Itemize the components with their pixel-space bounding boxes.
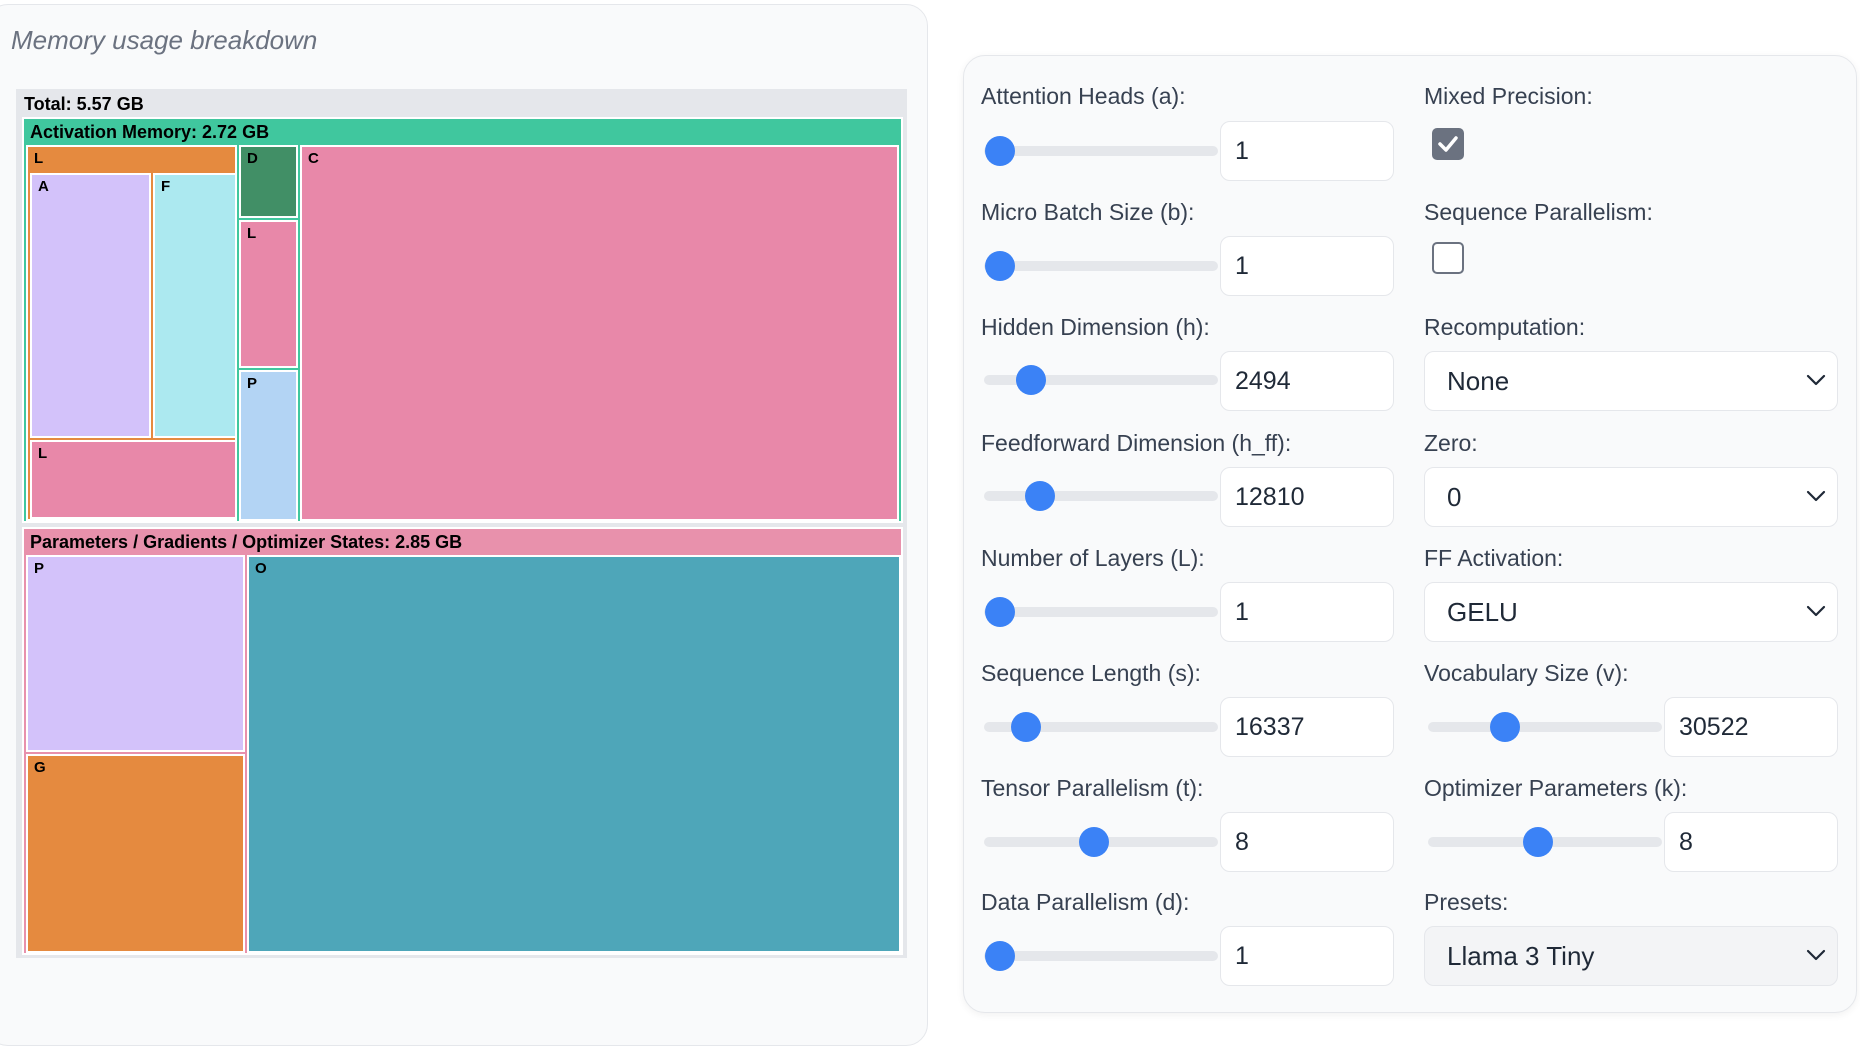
tensor-parallel-slider[interactable] — [984, 827, 1218, 857]
data-parallel-label: Data Parallelism (d): — [981, 889, 1190, 915]
attention-heads-slider[interactable] — [984, 136, 1218, 166]
activation-cell-p: P — [239, 370, 298, 521]
ff-dim-label: Feedforward Dimension (h_ff): — [981, 430, 1292, 456]
optimizer-params-input[interactable] — [1664, 812, 1838, 872]
memory-treemap: Total: 5.57 GB Activation Memory: 2.72 G… — [16, 89, 907, 958]
cell-letter: L — [34, 150, 44, 167]
chevron-down-icon — [1806, 374, 1826, 386]
ff-dim-slider-thumb[interactable] — [1025, 481, 1056, 511]
chevron-down-icon — [1806, 490, 1826, 502]
mixed-precision-checkbox[interactable] — [1432, 128, 1464, 160]
presets-label: Presets: — [1424, 889, 1509, 915]
micro-batch-slider-thumb[interactable] — [985, 251, 1016, 281]
ff-activation-select[interactable]: GELU — [1424, 582, 1838, 642]
seq-length-input[interactable] — [1220, 697, 1394, 757]
checkmark-icon — [1438, 136, 1458, 152]
vocab-size-label: Vocabulary Size (v): — [1424, 660, 1629, 686]
cell-letter: A — [38, 178, 49, 195]
parameters-group-label: Parameters / Gradients / Optimizer State… — [30, 532, 463, 552]
recomputation-select-value: None — [1447, 366, 1510, 396]
memory-panel: Memory usage breakdown Total: 5.57 GB Ac… — [0, 4, 928, 1046]
micro-batch-label: Micro Batch Size (b): — [981, 199, 1195, 225]
cell-letter: P — [34, 560, 45, 577]
params-cell-optimizer: O — [247, 555, 901, 953]
num-layers-slider[interactable] — [984, 597, 1218, 627]
cell-letter: C — [308, 150, 319, 167]
ff-dim-input[interactable] — [1220, 467, 1394, 527]
recomputation-select[interactable]: None — [1424, 351, 1838, 411]
activation-cell-c: C — [300, 145, 899, 521]
cell-letter: P — [247, 375, 258, 392]
activation-cell-attention: A — [30, 173, 151, 438]
optimizer-params-slider[interactable] — [1428, 827, 1662, 857]
treemap-total-label: Total: 5.57 GB — [24, 94, 144, 114]
attention-heads-slider-thumb[interactable] — [985, 136, 1016, 166]
zero-select-value: 0 — [1447, 482, 1462, 512]
attention-heads-label: Attention Heads (a): — [981, 83, 1186, 109]
zero-select[interactable]: 0 — [1424, 467, 1838, 527]
ff-activation-label: FF Activation: — [1424, 545, 1564, 571]
ff-activation-select-value: GELU — [1447, 597, 1518, 627]
optimizer-params-label: Optimizer Parameters (k): — [1424, 775, 1688, 801]
activation-cell-layernorm: L — [30, 440, 235, 519]
params-cell-gradients: G — [26, 754, 245, 953]
chevron-down-icon — [1806, 949, 1826, 961]
optimizer-params-slider-thumb[interactable] — [1522, 827, 1553, 857]
parameters-group: Parameters / Gradients / Optimizer State… — [22, 527, 903, 955]
tensor-parallel-slider-thumb[interactable] — [1078, 827, 1109, 857]
params-cell-parameters: P — [26, 555, 245, 752]
cell-letter: D — [247, 150, 258, 167]
vocab-size-slider[interactable] — [1428, 712, 1662, 742]
cell-letter: G — [34, 759, 46, 776]
data-parallel-input[interactable] — [1220, 926, 1394, 986]
tensor-parallel-input[interactable] — [1220, 812, 1394, 872]
activation-cell-feedforward: F — [153, 173, 235, 438]
hidden-dim-input[interactable] — [1220, 351, 1394, 411]
hidden-dim-slider[interactable] — [984, 365, 1218, 395]
seq-length-slider[interactable] — [984, 712, 1218, 742]
activation-cell-layernorm-2: L — [239, 220, 298, 368]
mixed-precision-label: Mixed Precision: — [1424, 83, 1593, 109]
cell-letter: F — [161, 178, 171, 195]
vocab-size-slider-thumb[interactable] — [1490, 712, 1521, 742]
num-layers-slider-thumb[interactable] — [985, 597, 1016, 627]
data-parallel-slider[interactable] — [984, 941, 1218, 971]
data-parallel-slider-thumb[interactable] — [985, 941, 1016, 971]
zero-label: Zero: — [1424, 430, 1478, 456]
tensor-parallel-label: Tensor Parallelism (t): — [981, 775, 1204, 801]
cell-letter: L — [247, 225, 257, 242]
cell-letter: O — [255, 560, 267, 577]
seq-length-slider-thumb[interactable] — [1011, 712, 1042, 742]
sequence-parallel-label: Sequence Parallelism: — [1424, 199, 1653, 225]
micro-batch-input[interactable] — [1220, 236, 1394, 296]
hidden-dim-slider-thumb[interactable] — [1015, 365, 1046, 395]
sequence-parallel-checkbox[interactable] — [1432, 242, 1464, 274]
memory-panel-title: Memory usage breakdown — [11, 25, 318, 55]
presets-select-value: Llama 3 Tiny — [1447, 941, 1595, 971]
hidden-dim-label: Hidden Dimension (h): — [981, 314, 1210, 340]
activation-memory-label: Activation Memory: 2.72 GB — [30, 122, 270, 142]
vocab-size-input[interactable] — [1664, 697, 1838, 757]
recomputation-label: Recomputation: — [1424, 314, 1586, 340]
seq-length-label: Sequence Length (s): — [981, 660, 1201, 686]
activation-cell-dropout: D — [239, 145, 298, 218]
chevron-down-icon — [1806, 605, 1826, 617]
cell-letter: L — [38, 445, 48, 462]
attention-heads-input[interactable] — [1220, 121, 1394, 181]
num-layers-label: Number of Layers (L): — [981, 545, 1205, 571]
activation-cell-layer-group: L A F L — [26, 145, 237, 521]
treemap-root: Total: 5.57 GB Activation Memory: 2.72 G… — [16, 89, 907, 958]
ff-dim-slider[interactable] — [984, 481, 1218, 511]
micro-batch-slider[interactable] — [984, 251, 1218, 281]
activation-memory-group: Activation Memory: 2.72 GB L A F L D — [22, 117, 903, 523]
num-layers-input[interactable] — [1220, 582, 1394, 642]
presets-select[interactable]: Llama 3 Tiny — [1424, 926, 1838, 986]
